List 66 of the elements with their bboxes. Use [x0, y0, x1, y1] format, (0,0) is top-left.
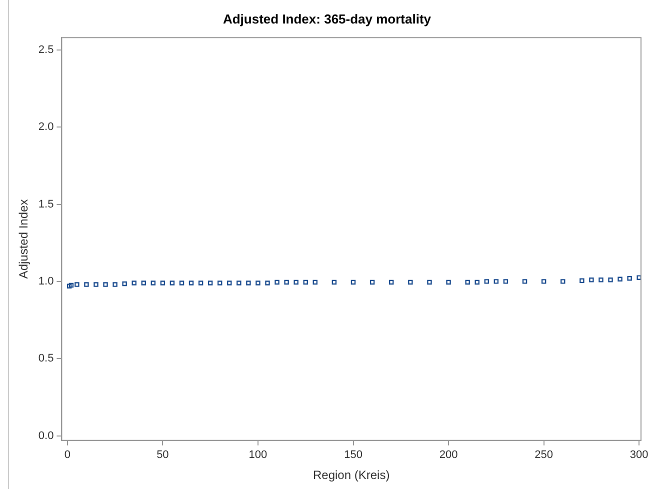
point	[522, 279, 528, 284]
point	[94, 282, 98, 287]
point	[589, 278, 594, 282]
point	[66, 284, 72, 288]
x-axis-title: Region (Kreis)	[312, 468, 390, 482]
point	[198, 280, 204, 286]
y-tick-label: 0.0	[38, 430, 54, 442]
point	[150, 280, 156, 286]
point	[484, 279, 490, 284]
chart-title: Adjusted Index: 365-day mortality	[222, 11, 432, 26]
point	[312, 280, 318, 285]
point	[170, 280, 175, 286]
point	[427, 280, 432, 285]
point	[74, 282, 80, 287]
x-tick-label: 0	[64, 449, 70, 462]
y-tick-label: 2.5	[38, 44, 54, 56]
point	[294, 280, 298, 285]
x-tick-label: 50	[156, 449, 169, 462]
point	[332, 280, 337, 285]
x-tick-label: 200	[439, 449, 458, 462]
point	[246, 280, 251, 286]
point	[84, 282, 89, 287]
point	[370, 280, 375, 285]
x-tick-label: 100	[248, 449, 268, 462]
point	[217, 280, 222, 286]
point	[408, 280, 413, 285]
y-tick-label: 0.5	[38, 352, 54, 365]
point	[636, 275, 641, 280]
point	[112, 282, 118, 287]
x-tick-label: 250	[534, 449, 553, 462]
point	[494, 279, 499, 284]
point	[227, 280, 232, 286]
point	[580, 278, 584, 284]
point	[474, 280, 480, 285]
point	[236, 280, 242, 286]
point	[465, 280, 470, 285]
point	[188, 280, 194, 286]
point	[618, 276, 622, 282]
point	[256, 280, 260, 286]
point	[274, 280, 280, 285]
point	[103, 282, 108, 287]
point	[284, 280, 289, 285]
y-tick-label: 1.5	[38, 198, 54, 210]
point	[608, 278, 613, 282]
x-tick-label: 300	[630, 449, 648, 462]
point	[627, 276, 632, 281]
point	[560, 279, 566, 284]
point	[446, 280, 451, 285]
y-axis-title: Adjusted Index	[16, 199, 31, 279]
y-tick-label: 2.0	[38, 121, 54, 134]
point	[503, 279, 508, 284]
point	[122, 281, 127, 286]
point	[208, 280, 213, 286]
point	[179, 280, 184, 286]
point	[265, 280, 270, 286]
point	[388, 280, 394, 285]
point	[160, 280, 166, 286]
x-tick-label: 150	[344, 449, 362, 462]
point	[350, 280, 356, 285]
y-tick-label: 1.0	[38, 275, 54, 288]
point	[132, 280, 136, 286]
point	[541, 279, 546, 284]
point	[141, 280, 146, 286]
point	[598, 278, 604, 282]
point	[68, 282, 74, 288]
point	[303, 280, 308, 285]
